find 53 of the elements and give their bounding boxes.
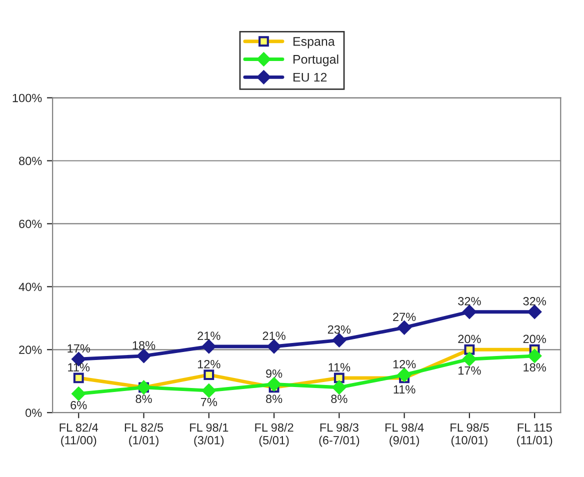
data-label: 21% bbox=[198, 332, 220, 340]
data-label: 17% bbox=[458, 366, 481, 375]
data-label: 6% bbox=[70, 400, 87, 410]
point bbox=[72, 386, 86, 401]
data-label: 8% bbox=[331, 394, 348, 404]
y-tick-label: 60% bbox=[19, 220, 42, 228]
x-tick-label: FL 98/2 (5/01) bbox=[255, 423, 294, 447]
x-tick-label: FL 98/4 (9/01) bbox=[385, 423, 424, 447]
x-tick-label: FL 82/4 (11/00) bbox=[60, 423, 98, 447]
y-tick-label: 100% bbox=[12, 94, 42, 102]
point bbox=[136, 349, 151, 363]
data-label: 32% bbox=[523, 297, 546, 306]
data-label: 18% bbox=[132, 341, 156, 350]
data-label: 11% bbox=[68, 363, 90, 372]
point bbox=[332, 333, 346, 348]
point bbox=[202, 384, 216, 398]
data-label: 12% bbox=[393, 360, 416, 368]
data-label: 8% bbox=[136, 394, 152, 404]
data-label: 32% bbox=[458, 297, 481, 306]
data-label: 9% bbox=[266, 369, 282, 378]
data-label: 12% bbox=[198, 360, 220, 368]
x-tick-label: FL 98/1 (3/01) bbox=[190, 423, 228, 447]
data-label: 8% bbox=[266, 394, 282, 404]
point bbox=[267, 377, 281, 392]
point bbox=[462, 304, 476, 319]
data-label: 7% bbox=[200, 398, 218, 406]
data-label: 27% bbox=[393, 312, 416, 322]
x-tick-label: FL 82/5 (1/01) bbox=[124, 423, 164, 447]
x-tick-label: FL 98/3 (6-7/01) bbox=[319, 423, 360, 447]
y-tick-label: 20% bbox=[19, 346, 42, 354]
y-tick-label: 80% bbox=[19, 156, 42, 166]
point bbox=[397, 320, 412, 335]
x-tick-label: FL 115 (11/01) bbox=[517, 423, 552, 447]
data-label: 20% bbox=[523, 334, 546, 344]
y-tick-label: 0% bbox=[26, 408, 42, 417]
data-label: 11% bbox=[328, 363, 350, 372]
data-label: 18% bbox=[524, 363, 546, 372]
point bbox=[397, 368, 412, 382]
data-label: 20% bbox=[458, 334, 481, 344]
legend-label: EU 12 bbox=[294, 72, 327, 82]
point bbox=[528, 349, 542, 363]
data-label: 21% bbox=[262, 332, 286, 340]
x-tick-label: FL 98/5 (10/01) bbox=[450, 423, 489, 447]
legend-label: Portugal bbox=[294, 54, 338, 66]
data-label: 11% bbox=[394, 385, 416, 394]
point bbox=[462, 352, 476, 366]
point bbox=[332, 380, 346, 394]
point bbox=[528, 304, 542, 319]
point bbox=[202, 340, 216, 354]
data-label: 23% bbox=[328, 325, 351, 334]
point bbox=[267, 340, 281, 354]
y-tick-label: 40% bbox=[18, 282, 42, 292]
legend-label: Espana bbox=[294, 37, 335, 48]
